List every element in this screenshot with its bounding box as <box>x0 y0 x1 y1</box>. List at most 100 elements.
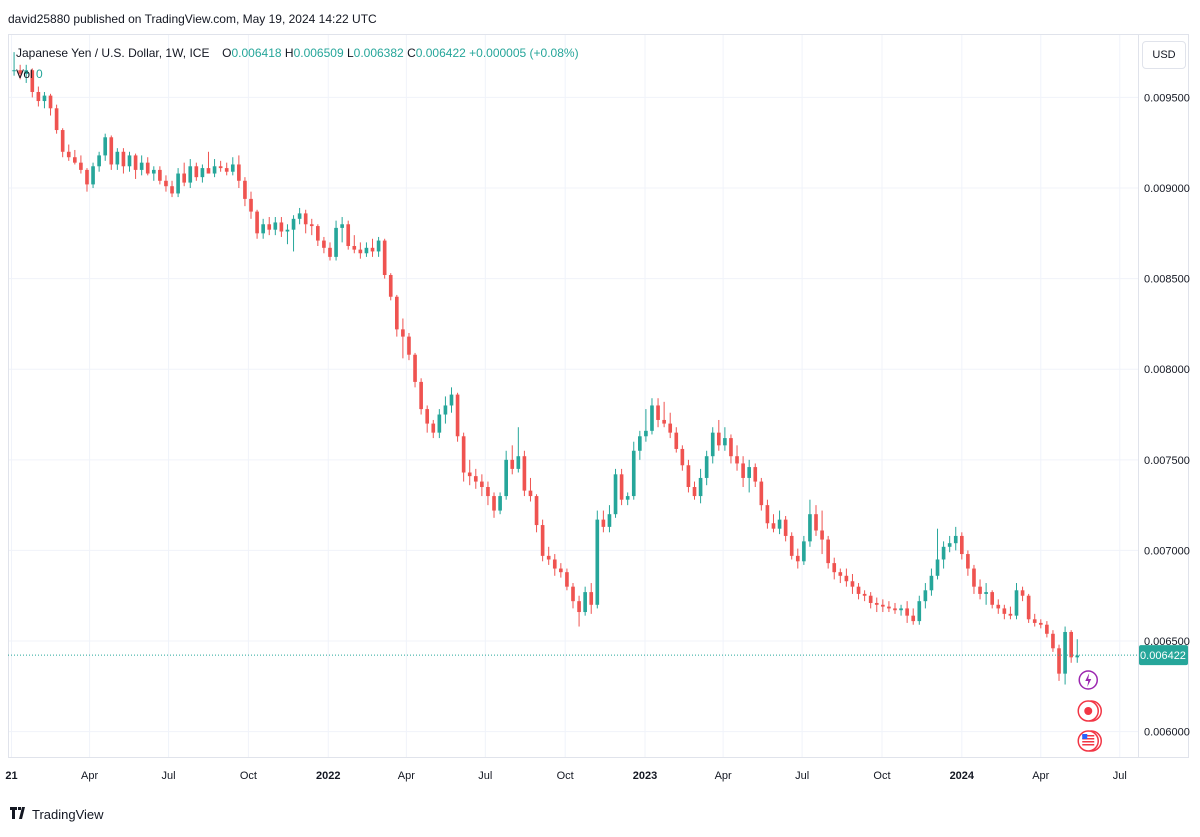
high-value: 0.006509 <box>293 46 344 60</box>
candle-body <box>419 381 423 410</box>
y-tick-label: 0.008000 <box>1144 364 1190 376</box>
x-tick-label: Apr <box>715 770 732 782</box>
candle-body <box>1026 595 1031 620</box>
candle-body <box>893 608 897 611</box>
candle-body <box>127 155 132 167</box>
candle-body <box>662 419 666 424</box>
x-tick-label: Apr <box>1032 770 1049 782</box>
candle-body <box>844 575 849 582</box>
candle-body <box>972 568 976 587</box>
candle-body <box>571 586 575 602</box>
candle-body <box>856 586 861 594</box>
candle-body <box>376 240 381 252</box>
candle-body <box>990 592 995 605</box>
candle-body <box>145 162 150 174</box>
candle-body <box>455 394 460 437</box>
currency-button[interactable]: USD <box>1142 41 1186 69</box>
candle-body <box>1002 608 1007 614</box>
low-value: 0.006382 <box>353 46 404 60</box>
candle-body <box>1008 613 1013 616</box>
candle-body <box>309 224 314 227</box>
candle-body <box>285 229 290 232</box>
candle-body <box>710 432 715 457</box>
candle-body <box>959 535 964 555</box>
symbol-name: Japanese Yen / U.S. Dollar, 1W, ICE <box>16 46 210 60</box>
candle-body <box>941 546 946 560</box>
candle-body <box>322 240 326 248</box>
candle-body <box>680 448 685 466</box>
candle-body <box>66 151 71 158</box>
candle-body <box>546 555 551 560</box>
earnings-dot-icon <box>1084 707 1093 715</box>
candle-body <box>60 130 65 152</box>
candle-body <box>1057 648 1061 674</box>
candle-body <box>437 414 442 433</box>
close-label: C <box>407 46 416 60</box>
candle-body <box>917 601 922 622</box>
candle-body <box>911 615 916 622</box>
candle-body <box>723 438 727 446</box>
candle-body <box>261 224 265 234</box>
candle-body <box>565 572 569 587</box>
candle-body <box>601 519 606 527</box>
candle-body <box>273 222 278 230</box>
tradingview-logo[interactable]: TradingView <box>10 807 104 822</box>
candle-body <box>218 166 223 169</box>
candle-body <box>644 430 648 437</box>
x-tick-label: 2023 <box>633 770 657 782</box>
candle-body <box>613 474 618 515</box>
candle-body <box>832 563 837 573</box>
candle-body <box>461 436 466 473</box>
candle-body <box>650 405 654 431</box>
candle-body <box>777 519 782 529</box>
vol-value: 0 <box>36 67 43 81</box>
candle-body <box>30 70 35 92</box>
candle-body <box>79 162 83 170</box>
candle-body <box>522 456 527 491</box>
candle-body <box>394 296 399 330</box>
candle-body <box>771 523 776 529</box>
candle-body <box>42 95 47 102</box>
candle-body <box>1063 631 1067 674</box>
y-tick-label: 0.009000 <box>1144 183 1190 195</box>
candle-body <box>164 180 168 187</box>
candle-body <box>881 604 885 607</box>
candle-body <box>868 595 873 603</box>
candle-body <box>1045 624 1049 634</box>
candle-body <box>741 463 745 478</box>
candle-body <box>1038 622 1043 625</box>
candle-body <box>255 211 259 234</box>
candle-body <box>692 487 697 497</box>
candle-body <box>1051 633 1055 649</box>
x-tick-label: Oct <box>240 770 257 782</box>
x-tick-label: 2024 <box>950 770 975 782</box>
candle-body <box>887 606 891 609</box>
last-price-label: 0.006422 <box>1140 650 1186 662</box>
y-tick-label: 0.007500 <box>1144 455 1190 467</box>
tradingview-logo-text: TradingView <box>32 807 104 822</box>
candle-body <box>206 168 211 174</box>
candle-body <box>1075 655 1080 658</box>
candle-body <box>158 169 162 181</box>
candle-body <box>340 224 344 228</box>
x-tick-label: Oct <box>873 770 890 782</box>
y-tick-label: 0.007000 <box>1144 545 1190 557</box>
candle-body <box>498 496 502 511</box>
candle-body <box>1069 631 1073 658</box>
candle-body <box>224 168 229 172</box>
candle-body <box>826 539 830 564</box>
x-tick-label: 21 <box>5 770 17 782</box>
candle-body <box>303 213 308 225</box>
candle-body <box>540 525 545 556</box>
publisher-banner: david25880 published on TradingView.com,… <box>8 12 377 26</box>
candle-body <box>133 155 138 170</box>
candle-body <box>334 227 338 257</box>
candle-body <box>516 456 521 469</box>
candle-body <box>370 247 375 252</box>
candle-body <box>947 543 952 547</box>
candle-body <box>589 592 594 605</box>
candle-body <box>291 218 296 230</box>
candle-body <box>808 514 812 542</box>
candle-body <box>36 91 41 102</box>
